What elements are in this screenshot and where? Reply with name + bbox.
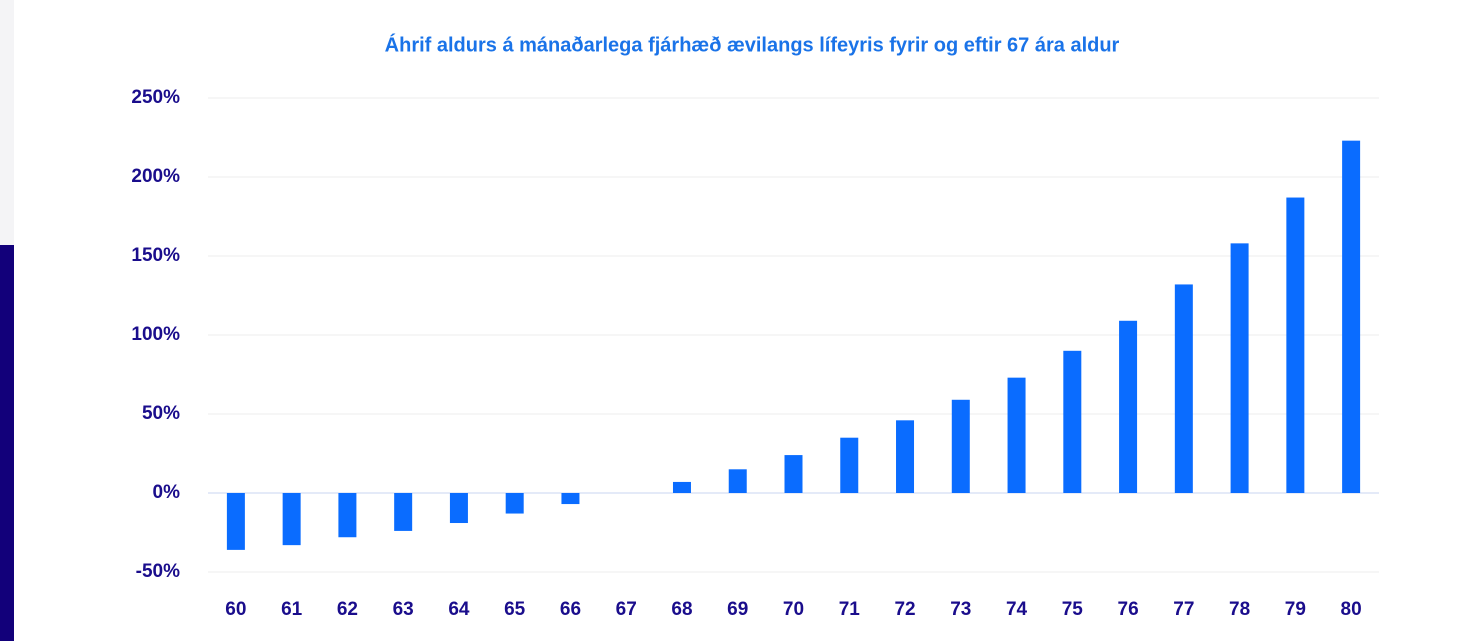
bar xyxy=(561,493,580,505)
bar xyxy=(1007,377,1026,493)
bar xyxy=(1119,320,1138,493)
bar xyxy=(896,420,915,493)
bar xyxy=(505,493,524,514)
bar xyxy=(1174,284,1193,493)
x-tick-label: 80 xyxy=(1341,599,1362,620)
bar xyxy=(728,469,747,493)
x-tick-label: 60 xyxy=(225,599,246,620)
y-tick-label: -50% xyxy=(136,561,180,582)
x-tick-label: 64 xyxy=(448,599,470,620)
bar xyxy=(784,455,803,493)
x-tick-label: 75 xyxy=(1062,599,1084,620)
bar xyxy=(1342,140,1361,493)
bar xyxy=(338,493,357,538)
x-tick-label: 62 xyxy=(337,599,358,620)
bar xyxy=(1286,197,1305,494)
bar xyxy=(1230,243,1249,493)
bar xyxy=(951,399,970,493)
x-tick-label: 73 xyxy=(950,599,971,620)
x-tick-label: 63 xyxy=(393,599,414,620)
bar xyxy=(672,481,691,493)
x-tick-label: 77 xyxy=(1173,599,1194,620)
y-tick-label: 100% xyxy=(131,324,180,345)
x-tick-label: 74 xyxy=(1006,599,1028,620)
x-tick-label: 69 xyxy=(727,599,748,620)
bar xyxy=(226,493,245,550)
bar xyxy=(394,493,413,531)
bar xyxy=(1063,350,1082,493)
y-tick-label: 150% xyxy=(131,245,180,266)
x-tick-label: 71 xyxy=(839,599,861,620)
x-tick-label: 61 xyxy=(281,599,303,620)
x-tick-label: 78 xyxy=(1229,599,1250,620)
side-bar xyxy=(0,245,14,641)
bar xyxy=(449,493,468,524)
bar xyxy=(282,493,301,546)
x-tick-label: 65 xyxy=(504,599,526,620)
y-tick-label: 200% xyxy=(131,166,180,187)
y-tick-label: 50% xyxy=(142,403,180,424)
x-tick-label: 67 xyxy=(616,599,637,620)
x-tick-label: 76 xyxy=(1118,599,1139,620)
x-tick-label: 79 xyxy=(1285,599,1306,620)
y-tick-label: 0% xyxy=(153,482,181,503)
x-tick-label: 66 xyxy=(560,599,581,620)
x-tick-label: 70 xyxy=(783,599,804,620)
x-tick-label: 68 xyxy=(671,599,692,620)
side-shade xyxy=(0,0,14,245)
y-tick-label: 250% xyxy=(131,87,180,108)
x-tick-label: 72 xyxy=(894,599,915,620)
chart-title: Áhrif aldurs á mánaðarlega fjárhæð ævila… xyxy=(385,33,1120,56)
bar xyxy=(840,437,859,493)
